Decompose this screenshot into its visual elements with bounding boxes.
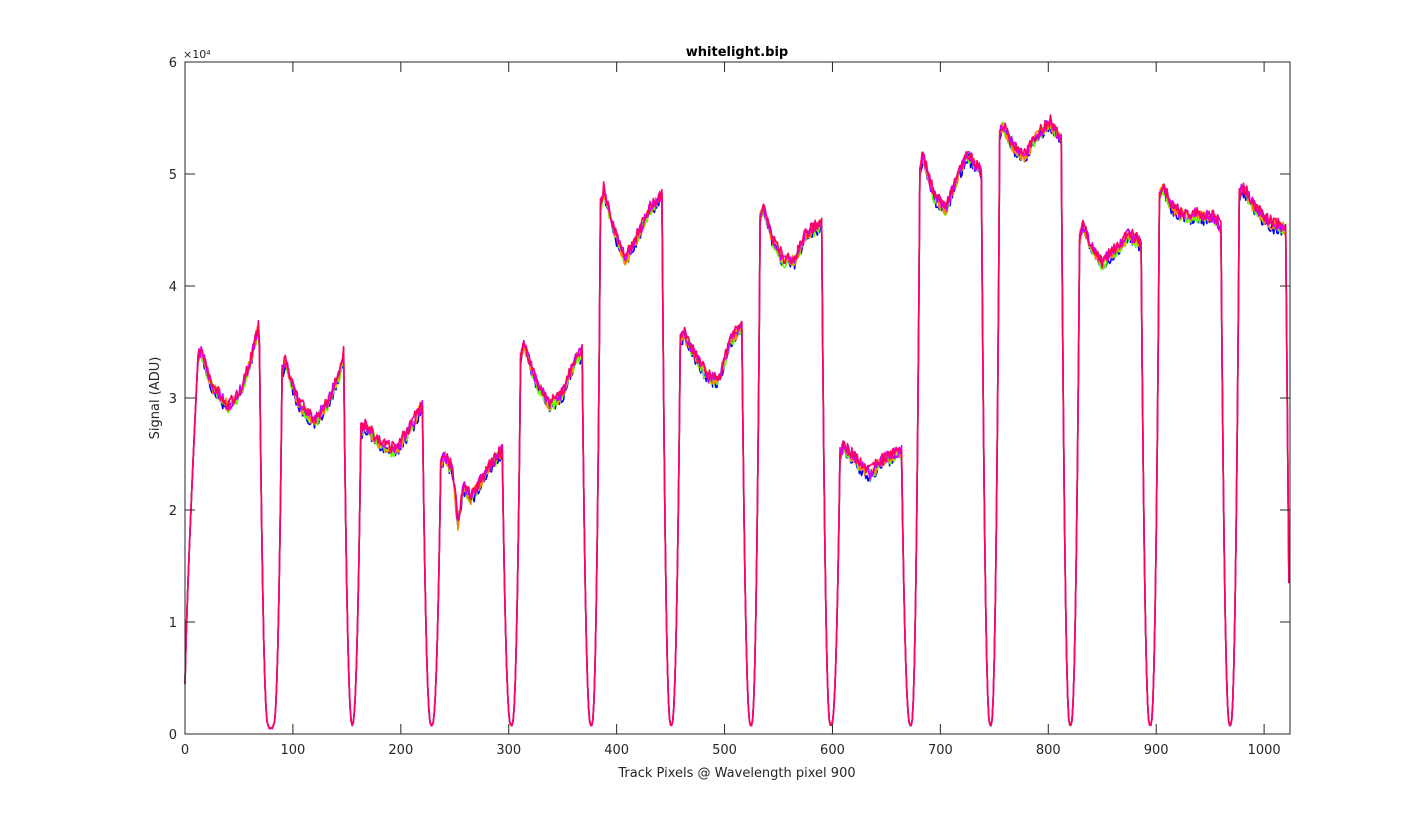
chart-title: whitelight.bip [686,45,788,60]
y-tick-label-0: 0 [169,728,177,743]
series-line-5 [184,114,1290,730]
x-tick-label-500: 500 [712,743,737,758]
x-tick-label-900: 900 [1144,743,1169,758]
x-axis-label: Track Pixels @ Wavelength pixel 900 [617,766,855,781]
x-tick-label-600: 600 [820,743,845,758]
y-tick-label-10000: 1 [169,616,177,631]
x-tick-label-400: 400 [604,743,629,758]
plot-area [185,62,1290,734]
y-tick-label-60000: 6 [169,56,177,71]
y-tick-label-20000: 2 [169,504,177,519]
x-tick-label-0: 0 [181,743,189,758]
x-tick-label-800: 800 [1036,743,1061,758]
y-axis-label: Signal (ADU) [148,357,163,440]
y-axis-exponent: ×10⁴ [183,48,211,61]
series-line-4 [184,117,1290,730]
x-tick-label-700: 700 [928,743,953,758]
ticks-layer: 0 100 200 300 400 500 600 700 800 900 1000 0 1 2 3 4 5 6 [169,56,1290,758]
x-tick-label-200: 200 [388,743,413,758]
x-tick-label-100: 100 [280,743,305,758]
x-tick-label-300: 300 [496,743,521,758]
series-layer [184,114,1290,730]
y-tick-label-50000: 5 [169,168,177,183]
x-tick-label-1000: 1000 [1248,743,1281,758]
y-tick-label-30000: 3 [169,392,177,407]
y-tick-label-40000: 4 [169,280,177,295]
